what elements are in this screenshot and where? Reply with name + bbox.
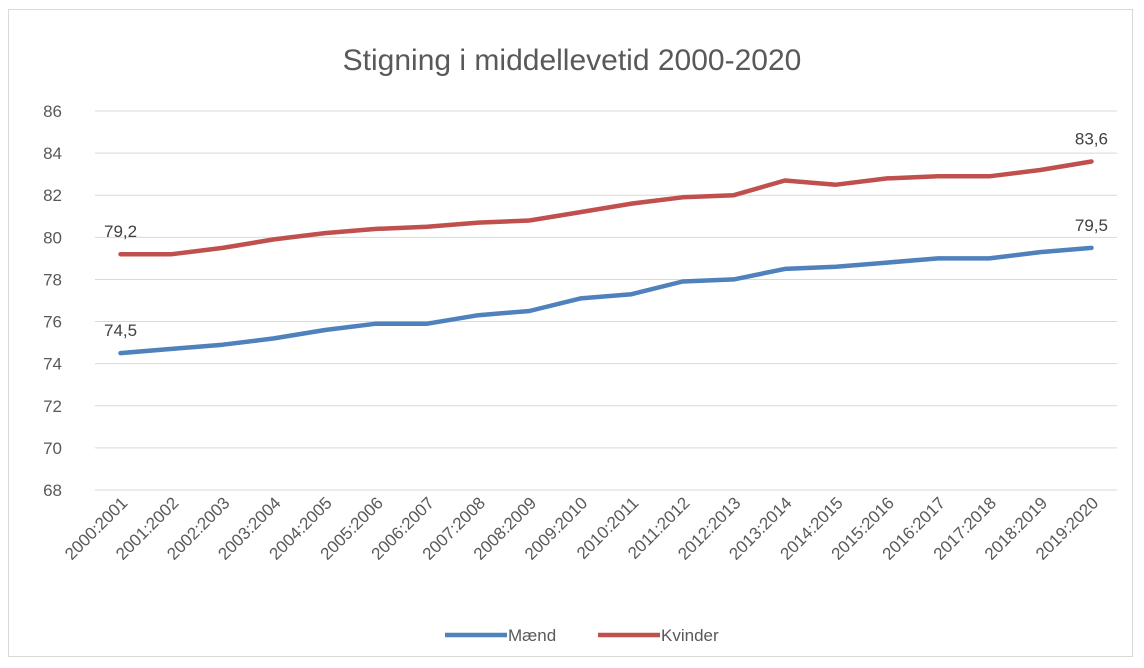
y-tick-label: 84 (43, 144, 62, 163)
y-axis-ticks: 68 70 72 74 76 78 80 82 84 86 (43, 102, 62, 500)
chart-frame (8, 9, 1133, 657)
gridlines (95, 110, 1117, 491)
y-tick-label: 86 (43, 102, 62, 121)
legend-label: Kvinder (661, 626, 719, 645)
y-tick-label: 78 (43, 270, 62, 289)
series-line-0 (118, 245, 1094, 356)
series-lines (118, 159, 1094, 356)
y-tick-label: 76 (43, 313, 62, 332)
y-tick-label: 74 (43, 355, 62, 374)
chart-title: Stigning i middellevetid 2000-2020 (343, 44, 802, 77)
data-label: 83,6 (1075, 130, 1108, 149)
legend: Mænd Kvinder (445, 626, 719, 645)
y-tick-label: 80 (43, 228, 62, 247)
legend-label: Mænd (508, 626, 556, 645)
data-label: 79,2 (104, 222, 137, 241)
data-labels: 74,5 79,5 79,2 83,6 (104, 130, 1108, 341)
data-label: 74,5 (104, 321, 137, 340)
y-tick-label: 70 (43, 439, 62, 458)
y-tick-label: 82 (43, 186, 62, 205)
y-tick-label: 68 (43, 481, 62, 500)
series-line-1 (118, 159, 1094, 257)
y-tick-label: 72 (43, 397, 62, 416)
data-label: 79,5 (1075, 216, 1108, 235)
x-axis-ticks: 2000:20012001:20022002:20032003:20042004… (61, 493, 1102, 563)
